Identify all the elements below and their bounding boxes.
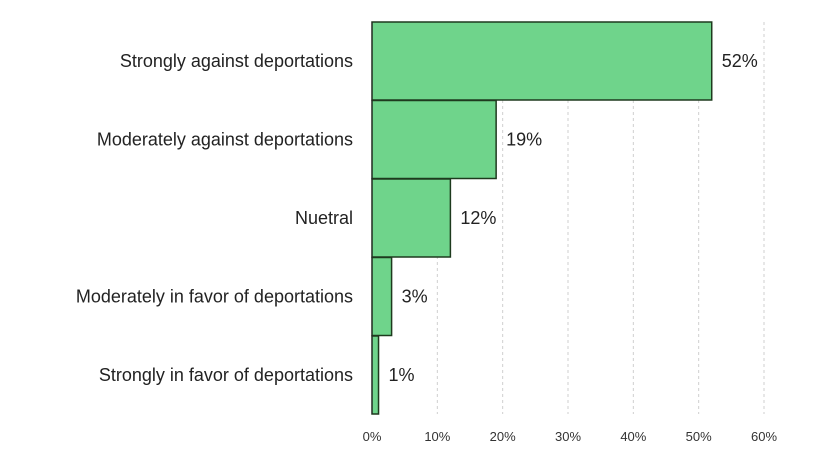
data-label: 3% xyxy=(402,287,428,307)
x-tick-label: 20% xyxy=(490,429,516,444)
x-tick-label: 40% xyxy=(620,429,646,444)
gridlines xyxy=(436,22,765,414)
category-label: Strongly in favor of deportations xyxy=(99,365,353,385)
category-label: Strongly against deportations xyxy=(120,51,353,71)
bar xyxy=(371,335,380,415)
category-label: Moderately against deportations xyxy=(97,130,353,150)
bar xyxy=(371,178,452,258)
x-tick-label: 60% xyxy=(751,429,777,444)
bar xyxy=(371,256,393,337)
x-tick-label: 10% xyxy=(424,429,450,444)
x-tick-label: 0% xyxy=(363,429,382,444)
data-label: 19% xyxy=(506,130,542,150)
data-labels: 52% 19% 12% 3% 1% xyxy=(389,51,758,385)
category-label: Moderately in favor of deportations xyxy=(76,287,353,307)
x-tick-label: 50% xyxy=(686,429,712,444)
x-tick-label: 30% xyxy=(555,429,581,444)
data-label: 52% xyxy=(722,51,758,71)
category-label: Nuetral xyxy=(295,208,353,228)
bar xyxy=(371,21,713,101)
data-label: 1% xyxy=(389,365,415,385)
bar xyxy=(371,99,497,180)
bars xyxy=(371,21,713,415)
data-label: 12% xyxy=(460,208,496,228)
x-axis-tick-labels: 0% 10% 20% 30% 40% 50% 60% xyxy=(363,429,778,444)
category-labels: Strongly against deportations Moderately … xyxy=(76,51,353,385)
